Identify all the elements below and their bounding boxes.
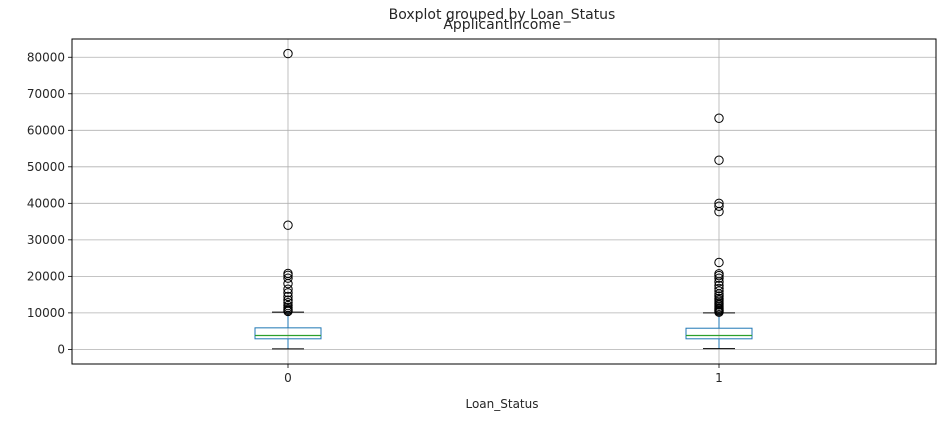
outlier-point <box>283 288 293 298</box>
outlier-point <box>714 155 724 165</box>
y-tick-label: 50000 <box>27 160 65 174</box>
box-layer <box>254 48 753 350</box>
outlier-point <box>714 201 724 211</box>
outlier-point <box>714 198 724 209</box>
outlier-point <box>714 283 724 294</box>
outlier-point <box>283 295 293 305</box>
outlier-point <box>714 269 724 279</box>
outlier-point <box>714 280 724 291</box>
outlier-point <box>714 113 724 123</box>
outlier-point <box>283 297 293 308</box>
outlier-point <box>714 293 724 303</box>
y-tick-label: 20000 <box>27 269 65 283</box>
x-tick-label: 0 <box>284 371 292 385</box>
grid-layer <box>72 39 936 364</box>
iqr-box <box>254 327 322 340</box>
chart-title: ApplicantIncome <box>443 17 560 33</box>
outlier-point <box>283 220 293 230</box>
x-axis-label: Loan_Status <box>465 397 538 411</box>
outlier-point <box>283 268 293 279</box>
y-tick-label: 30000 <box>27 233 65 247</box>
outlier-point <box>714 273 724 283</box>
outlier-point <box>283 284 293 294</box>
tick-layer: 0 10000 20000 30000 40000 50000 60000 70000 8000… <box>27 50 723 385</box>
outlier-point <box>283 48 293 59</box>
y-tick-label: 40000 <box>27 196 65 210</box>
outlier-point <box>283 273 293 283</box>
box-group-0 <box>254 48 322 350</box>
outlier-point <box>714 291 724 301</box>
iqr-box <box>685 327 753 340</box>
outlier-point <box>714 257 724 268</box>
outlier-point <box>714 286 724 296</box>
plot-frame <box>71 38 937 365</box>
chart-suptitle: Boxplot grouped by Loan_Status <box>389 7 616 23</box>
y-tick-label: 60000 <box>27 123 65 137</box>
y-tick-label: 70000 <box>27 87 65 101</box>
box-group-1 <box>685 113 753 350</box>
y-tick-label: 0 <box>57 342 65 356</box>
y-tick-label: 80000 <box>27 50 65 64</box>
outlier-point <box>283 291 293 302</box>
x-tick-label: 1 <box>715 371 723 385</box>
y-tick-label: 10000 <box>27 306 65 320</box>
outlier-point <box>283 300 293 311</box>
